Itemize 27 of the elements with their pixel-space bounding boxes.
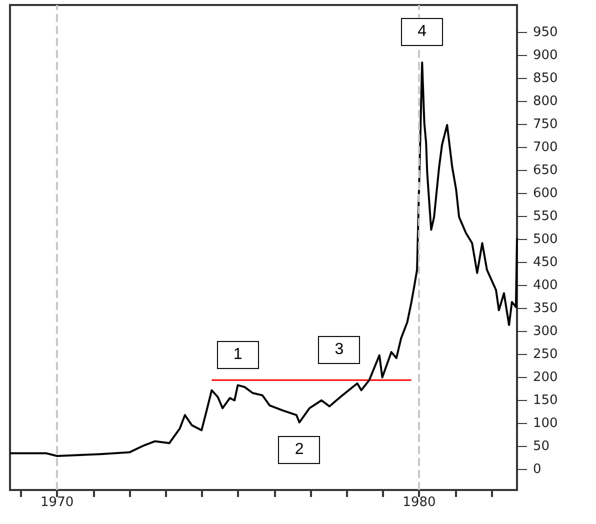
x-tick-label: 1980 xyxy=(402,495,436,510)
y-tick-label: 300 xyxy=(533,324,558,339)
y-tick-label: 200 xyxy=(533,370,558,385)
y-tick-label: 450 xyxy=(533,254,558,270)
y-tick-label: 700 xyxy=(533,140,558,156)
y-tick-label: 950 xyxy=(533,25,558,40)
y-tick-label: 250 xyxy=(533,346,558,362)
y-tick-label: 850 xyxy=(533,71,558,86)
y-tick-label: 50 xyxy=(533,438,550,454)
y-tick-label: 150 xyxy=(533,392,558,408)
y-tick-label: 650 xyxy=(533,163,558,178)
x-tick-label: 1970 xyxy=(40,495,74,510)
annotation: 1 xyxy=(216,341,259,370)
line-series xyxy=(9,61,518,457)
y-tick-label: 500 xyxy=(533,232,558,247)
y-tick-label: 350 xyxy=(533,300,558,316)
annotation: 4 xyxy=(401,18,444,46)
annotation: 2 xyxy=(278,436,320,464)
y-tick-label: 550 xyxy=(533,208,558,224)
y-tick-label: 100 xyxy=(533,416,558,431)
y-tick-label: 900 xyxy=(533,48,558,64)
y-tick-label: 800 xyxy=(533,94,558,110)
y-tick-label: 750 xyxy=(533,117,558,132)
y-tick-label: 600 xyxy=(533,186,558,201)
annotation: 3 xyxy=(318,336,360,364)
y-tick-label: 400 xyxy=(533,278,558,293)
y-tick-label: 0 xyxy=(533,462,542,477)
